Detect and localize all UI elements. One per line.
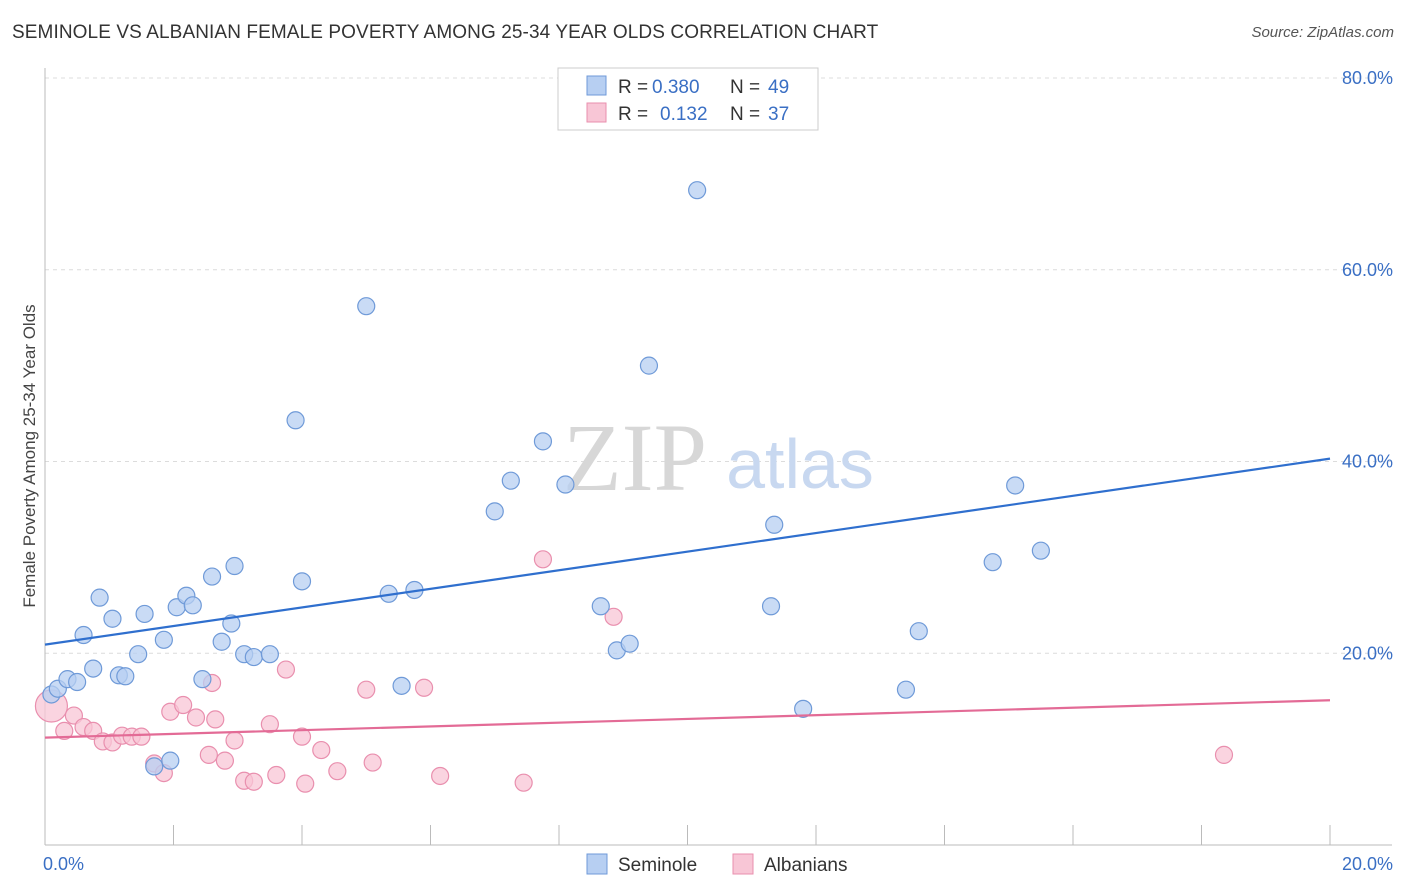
albanian-point [215,751,234,770]
legend-r-value-seminole: 0.380 [652,77,700,98]
albanian-point [312,740,331,760]
albanian-point [363,753,382,772]
trend-lines [44,457,1331,739]
seminole-point [761,597,781,616]
seminole-point [896,680,916,699]
grid-lines [45,77,1392,654]
albanian-point [414,678,434,697]
seminole-point [145,757,164,776]
albanian-point [328,762,347,781]
series-albanians [34,550,1234,793]
tick-labels: 20.0% 40.0% 60.0% 80.0% 0.0% 20.0% [43,68,1393,874]
bottom-legend-swatch-albanians [732,853,754,875]
watermark-atlas: atlas [726,425,874,503]
x-tick-label-0: 0.0% [43,854,84,874]
seminole-point [794,699,813,718]
seminole-point [90,588,109,607]
seminole-point [485,502,504,521]
seminole-point [286,411,305,430]
seminole-point [225,556,244,576]
seminole-point [193,670,212,689]
seminole-point [533,432,553,451]
seminole-point [983,553,1002,572]
albanian-point [186,708,206,727]
legend-r-label-seminole: R = [618,77,648,98]
seminole-point [765,515,784,534]
seminole-point [1031,541,1050,560]
legend-r-label-albanians: R = [618,104,648,125]
chart-title: SEMINOLE VS ALBANIAN FEMALE POVERTY AMON… [12,22,879,43]
seminole-point [212,632,231,651]
albanian-point [132,727,151,746]
seminole-point [556,475,575,494]
watermark-zip: ZIP [563,404,707,511]
legend-swatch-albanians [586,102,607,123]
legend-swatch-seminole [586,75,607,96]
legend-n-value-albanians: 37 [768,104,789,125]
seminole-trend-line [44,457,1331,646]
legend-top: R = 0.380 N = 49 R = 0.132 N = 37 [557,67,819,131]
albanian-point [225,731,244,750]
seminole-point [501,471,520,490]
seminole-point [135,604,154,624]
albanian-point [514,773,533,792]
albanian-point [431,766,450,786]
seminole-point [357,297,376,316]
seminole-point [116,667,135,686]
legend-n-label-albanians: N = [730,104,760,125]
albanian-point [244,772,263,791]
axes [44,68,1392,846]
albanian-point [260,715,279,734]
seminole-point [639,356,659,375]
seminole-point [129,645,148,664]
legend-bottom: Seminole Albanians [586,853,847,876]
y-tick-label-2: 60.0% [1342,260,1393,280]
seminole-point [392,676,411,695]
seminole-point [68,672,87,692]
source-label: Source: ZipAtlas.com [1251,24,1394,41]
seminole-point [84,659,103,678]
seminole-point [1006,476,1025,495]
seminole-point [909,622,928,641]
y-tick-label-3: 80.0% [1342,68,1393,88]
seminole-point [103,609,122,628]
albanian-point [292,727,312,746]
seminole-point [260,645,279,664]
albanian-point [276,660,296,679]
y-axis-label: Female Poverty Among 25-34 Year Olds [20,304,39,607]
seminole-point [202,567,222,586]
albanian-point [267,765,286,785]
albanian-point [296,774,315,793]
albanian-point [55,721,74,741]
legend-n-value-seminole: 49 [768,77,789,98]
seminole-point [161,751,180,770]
albanian-point [357,680,376,699]
seminole-point [591,597,610,616]
x-tick-label-1: 20.0% [1342,854,1393,874]
albanian-point [199,745,218,764]
albanian-point [174,695,193,715]
seminole-point [154,630,173,649]
seminole-point [688,181,707,200]
y-tick-label-0: 20.0% [1342,643,1393,663]
bottom-legend-albanians: Albanians [764,855,847,876]
seminole-point [620,634,639,653]
legend-r-value-albanians: 0.132 [660,104,708,125]
y-tick-label-1: 40.0% [1342,452,1393,472]
albanian-point [604,607,623,626]
albanian-point [206,710,225,729]
seminole-point [183,596,202,615]
albanian-point [1214,745,1234,764]
albanian-point [533,550,553,569]
series-seminole [42,181,1050,776]
seminole-point [244,647,263,667]
albanian-trend-line [44,699,1331,739]
bottom-legend-swatch-seminole [586,853,608,875]
seminole-point [292,572,312,591]
legend-n-label-seminole: N = [730,77,760,98]
bottom-legend-seminole: Seminole [618,855,697,876]
